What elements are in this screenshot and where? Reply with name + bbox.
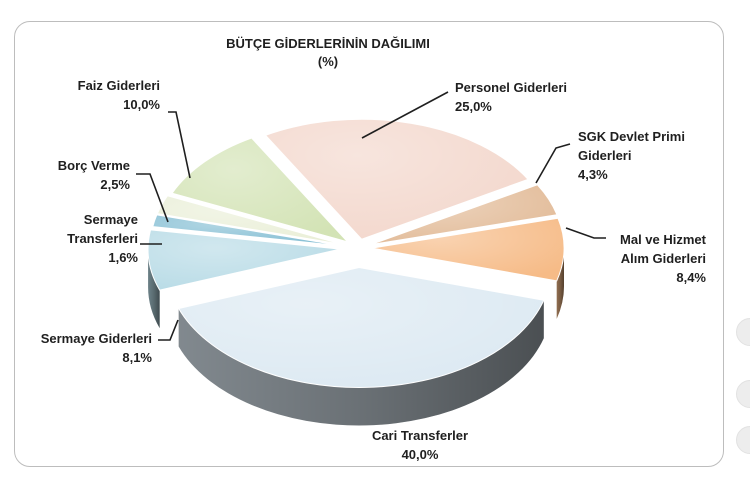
slice-label-2-0: Mal ve Hizmet (620, 232, 707, 247)
pie-slice-shine-4 (148, 229, 341, 291)
slice-value-4: 8,1% (122, 350, 152, 365)
slice-label-5-1: Transferleri (67, 231, 138, 246)
slice-value-1: 4,3% (578, 167, 608, 182)
slice-value-7: 10,0% (123, 97, 160, 112)
chart-title: BÜTÇE GİDERLERİNİN DAĞILIMI (226, 36, 430, 51)
slice-label-1-1: Giderleri (578, 148, 631, 163)
slice-label-5-0: Sermaye (84, 212, 138, 227)
pie-slice-shine-3 (178, 267, 544, 388)
slice-value-6: 2,5% (100, 177, 130, 192)
slice-label-7-0: Faiz Giderleri (78, 78, 160, 93)
leader-line-4 (158, 319, 179, 341)
leader-line-2 (565, 227, 606, 239)
pie-slice-shine-6 (157, 195, 343, 245)
pie-slice-shine-2 (371, 218, 564, 281)
slice-value-0: 25,0% (455, 99, 492, 114)
chart-subtitle: (%) (318, 54, 338, 69)
slice-label-0-0: Personel Giderleri (455, 80, 567, 95)
slice-label-2-1: Alım Giderleri (621, 251, 706, 266)
leader-line-6 (136, 173, 169, 223)
slice-value-3: 40,0% (402, 447, 439, 462)
leader-line-0 (361, 91, 449, 139)
slice-label-1-0: SGK Devlet Primi (578, 129, 685, 144)
pie-slice-shine-7 (172, 137, 348, 242)
leader-line-1 (535, 143, 571, 184)
pie-slice-shine-5 (152, 214, 343, 246)
leader-line-7 (168, 111, 191, 179)
slice-side-shade-3-0 (178, 300, 544, 426)
slice-label-4-0: Sermaye Giderleri (41, 331, 152, 346)
slice-value-2: 8,4% (676, 270, 706, 285)
slice-side-shade-4-0 (148, 249, 160, 329)
pie-slice-shine-1 (370, 184, 557, 245)
slice-label-6-0: Borç Verme (58, 158, 130, 173)
pie-slice-shine-0 (265, 119, 529, 240)
slice-value-5: 1,6% (108, 250, 138, 265)
slice-label-3-0: Cari Transferler (372, 428, 468, 443)
